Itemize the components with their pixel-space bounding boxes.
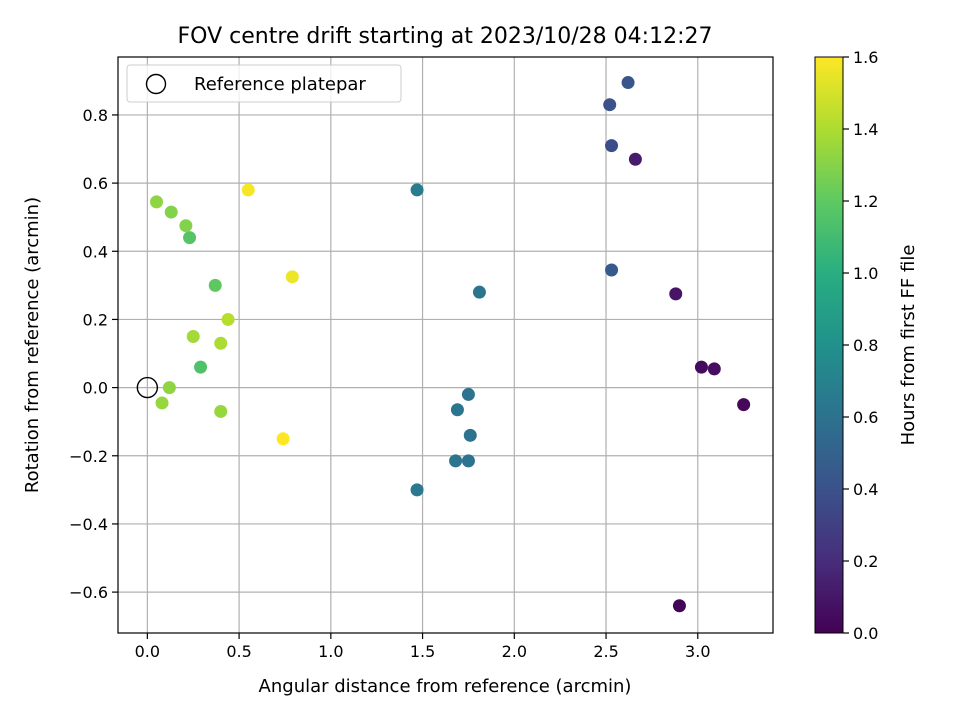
scatter-point (162, 381, 176, 395)
scatter-point (621, 76, 635, 90)
scatter-point (669, 287, 683, 301)
y-tick-label: 0.8 (83, 106, 108, 125)
y-tick-label: −0.6 (69, 583, 108, 602)
colorbar-tick-label: 0.0 (853, 624, 878, 643)
y-axis-label: Rotation from reference (arcmin) (22, 197, 43, 493)
colorbar-label: Hours from first FF file (898, 245, 919, 446)
scatter-point (164, 205, 178, 219)
plot-frame (117, 56, 774, 634)
scatter-point (194, 360, 208, 374)
scatter-point (208, 278, 222, 292)
scatter-point (276, 432, 290, 446)
scatter-point (150, 195, 164, 209)
legend-marker-open-circle-icon (145, 73, 167, 95)
reference-platepar-marker (136, 376, 159, 399)
x-axis-ticks: 0.0 0.5 1.0 1.5 2.0 2.5 3.0 (135, 633, 711, 661)
y-tick-label: 0.4 (83, 242, 108, 261)
scatter-point (605, 263, 619, 277)
x-tick-label: 1.0 (318, 642, 343, 661)
colorbar-tick-label: 1.0 (853, 264, 878, 283)
x-tick-label: 3.0 (685, 642, 710, 661)
legend-box (126, 64, 402, 103)
colorbar-tick-label: 0.4 (853, 480, 878, 499)
scatter-point (410, 483, 424, 497)
colorbar-ticks: 0.0 0.2 0.4 0.6 0.8 1.0 1.2 1.4 1.6 (843, 48, 878, 643)
chart-title: FOV centre drift starting at 2023/10/28 … (178, 24, 713, 49)
scatter-point (628, 152, 642, 166)
scatter-point (183, 231, 197, 245)
colorbar-tick-label: 0.8 (853, 336, 878, 355)
scatter-point (461, 387, 475, 401)
scatter-point (450, 403, 464, 417)
colorbar-tick-label: 0.2 (853, 552, 878, 571)
scatter-point (603, 98, 617, 112)
scatter-point (221, 312, 235, 326)
y-tick-label: −0.2 (69, 447, 108, 466)
scatter-point (472, 285, 486, 299)
scatter-point (179, 219, 193, 233)
data-points (150, 76, 751, 613)
y-tick-label: 0.0 (83, 379, 108, 398)
x-tick-label: 0.5 (226, 642, 251, 661)
scatter-point (186, 329, 200, 343)
colorbar (814, 56, 844, 634)
colorbar-tick-label: 1.6 (853, 48, 878, 67)
y-tick-label: 0.2 (83, 310, 108, 329)
scatter-point (410, 183, 424, 197)
scatter-point (694, 360, 708, 374)
scatter-point (285, 270, 299, 284)
scatter-point (605, 139, 619, 153)
scatter-point (241, 183, 255, 197)
scatter-point (672, 599, 686, 613)
scatter-point (463, 428, 477, 442)
scatter-point (214, 336, 228, 350)
legend-label: Reference platepar (194, 74, 366, 95)
y-tick-label: −0.4 (69, 515, 108, 534)
legend: Reference platepar (126, 64, 402, 103)
y-axis-ticks: −0.6 −0.4 −0.2 0.0 0.2 0.4 0.6 0.8 (69, 106, 118, 602)
scatter-point (737, 398, 751, 412)
colorbar-tick-label: 1.4 (853, 120, 878, 139)
scatter-point (155, 396, 169, 410)
scatter-point (461, 454, 475, 468)
x-axis-label: Angular distance from reference (arcmin) (259, 676, 632, 697)
colorbar-tick-label: 1.2 (853, 192, 878, 211)
scatter-point (707, 362, 721, 376)
scatter-point (214, 404, 228, 418)
y-tick-label: 0.6 (83, 174, 108, 193)
colorbar-tick-label: 0.6 (853, 408, 878, 427)
x-tick-label: 2.5 (593, 642, 618, 661)
x-tick-label: 1.5 (410, 642, 435, 661)
x-tick-label: 0.0 (135, 642, 160, 661)
x-tick-label: 2.0 (502, 642, 527, 661)
scatter-point (449, 454, 463, 468)
reference-point-marker (136, 376, 159, 399)
